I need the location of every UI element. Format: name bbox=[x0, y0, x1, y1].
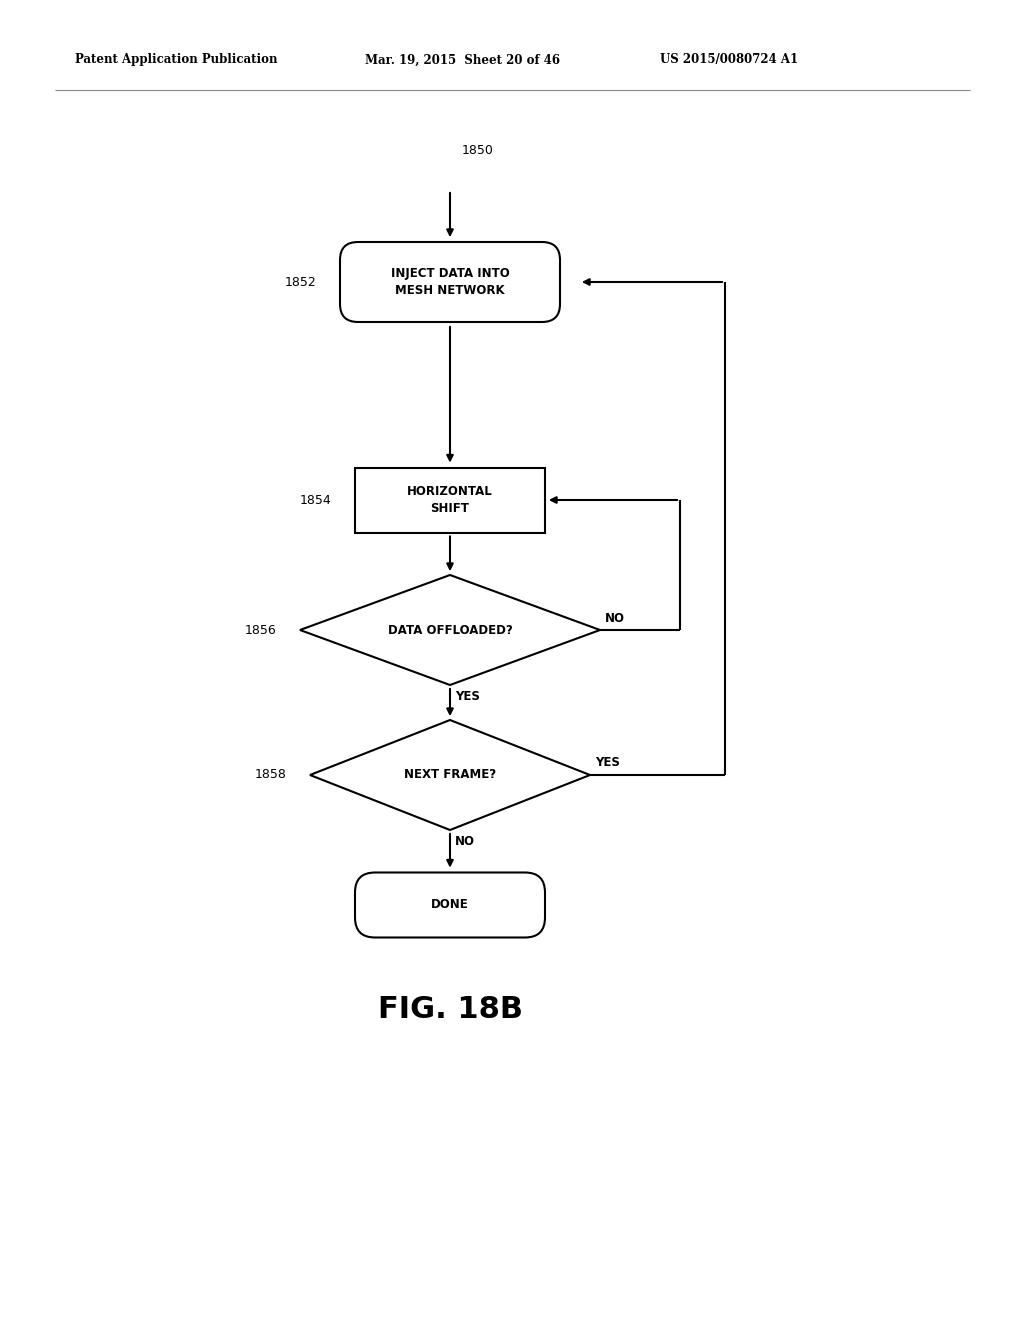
Text: 1854: 1854 bbox=[300, 494, 332, 507]
FancyBboxPatch shape bbox=[340, 242, 560, 322]
Text: NEXT FRAME?: NEXT FRAME? bbox=[403, 768, 496, 781]
Text: YES: YES bbox=[595, 756, 620, 770]
Text: FIG. 18B: FIG. 18B bbox=[378, 995, 522, 1024]
Text: 1858: 1858 bbox=[255, 768, 287, 781]
Text: 1850: 1850 bbox=[462, 144, 494, 157]
Text: DATA OFFLOADED?: DATA OFFLOADED? bbox=[388, 623, 512, 636]
Text: Mar. 19, 2015  Sheet 20 of 46: Mar. 19, 2015 Sheet 20 of 46 bbox=[365, 54, 560, 66]
Text: US 2015/0080724 A1: US 2015/0080724 A1 bbox=[660, 54, 798, 66]
Polygon shape bbox=[310, 719, 590, 830]
Polygon shape bbox=[300, 576, 600, 685]
Text: HORIZONTAL
SHIFT: HORIZONTAL SHIFT bbox=[408, 484, 493, 515]
Text: NO: NO bbox=[605, 611, 625, 624]
Text: NO: NO bbox=[455, 836, 475, 847]
Text: 1852: 1852 bbox=[285, 276, 316, 289]
Text: Patent Application Publication: Patent Application Publication bbox=[75, 54, 278, 66]
FancyBboxPatch shape bbox=[355, 873, 545, 937]
Text: 1856: 1856 bbox=[245, 623, 276, 636]
Text: INJECT DATA INTO
MESH NETWORK: INJECT DATA INTO MESH NETWORK bbox=[390, 267, 509, 297]
Text: DONE: DONE bbox=[431, 899, 469, 912]
Text: YES: YES bbox=[455, 690, 480, 704]
Bar bbox=[355, 467, 545, 532]
